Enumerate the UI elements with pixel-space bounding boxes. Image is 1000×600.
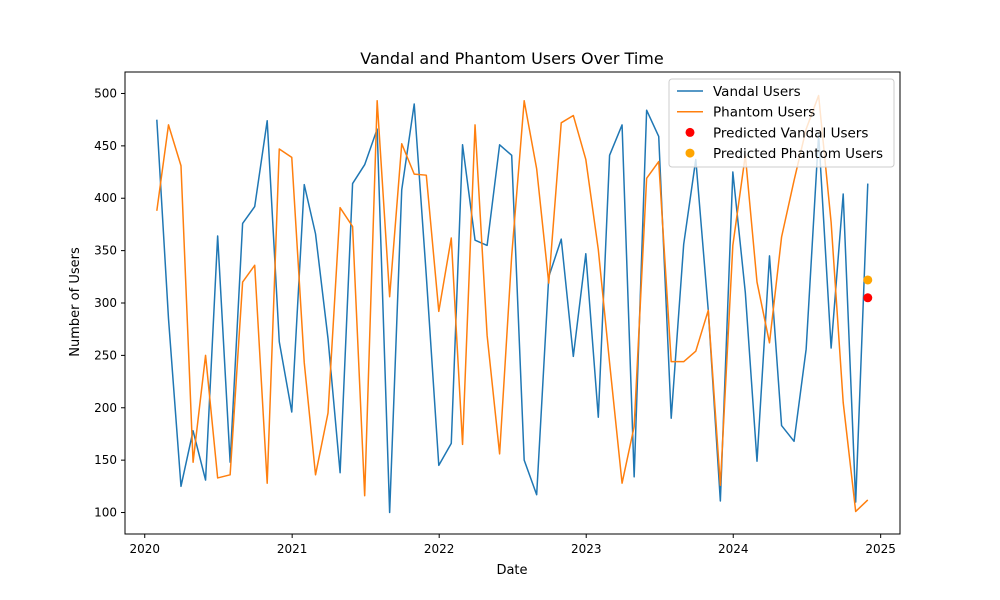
y-tick-label: 400 xyxy=(94,191,117,205)
legend-box xyxy=(668,78,895,168)
y-tick-label: 100 xyxy=(94,506,117,520)
y-axis: 100 150 200 250 300 350 400 450 500 xyxy=(94,86,125,520)
series-line-phantom-users xyxy=(156,94,869,513)
y-tick-label: 350 xyxy=(94,244,117,258)
y-tick-label: 200 xyxy=(94,401,117,415)
legend-label: Predicted Vandal Users xyxy=(713,125,868,141)
point-predicted-vandal-users xyxy=(863,293,873,303)
prediction-points xyxy=(863,275,873,303)
y-tick-label: 300 xyxy=(94,296,117,310)
x-axis: 2020 2021 2022 2023 2024 2025 xyxy=(129,534,896,556)
y-tick-label: 250 xyxy=(94,348,117,362)
series-layer xyxy=(156,94,869,514)
x-tick-label: 2022 xyxy=(424,542,455,556)
x-tick-label: 2020 xyxy=(129,542,160,556)
y-axis-label: Number of Users xyxy=(68,247,83,357)
y-tick-label: 500 xyxy=(94,86,117,100)
legend-label: Predicted Phantom Users xyxy=(713,146,883,162)
x-tick-label: 2021 xyxy=(277,542,308,556)
legend-label: Vandal Users xyxy=(713,84,801,100)
legend-marker xyxy=(685,127,695,137)
legend: Vandal Users Phantom Users Predicted Vanda… xyxy=(668,78,895,168)
x-tick-label: 2023 xyxy=(571,542,602,556)
chart-title: Vandal and Phantom Users Over Time xyxy=(360,49,663,68)
y-tick-label: 450 xyxy=(94,139,117,153)
x-axis-label: Date xyxy=(496,563,527,578)
y-tick-label: 150 xyxy=(94,453,117,467)
point-predicted-phantom-users xyxy=(863,275,873,285)
x-tick-label: 2024 xyxy=(718,542,749,556)
legend-label: Phantom Users xyxy=(713,105,815,121)
x-tick-label: 2025 xyxy=(865,542,896,556)
legend-marker xyxy=(685,148,695,158)
